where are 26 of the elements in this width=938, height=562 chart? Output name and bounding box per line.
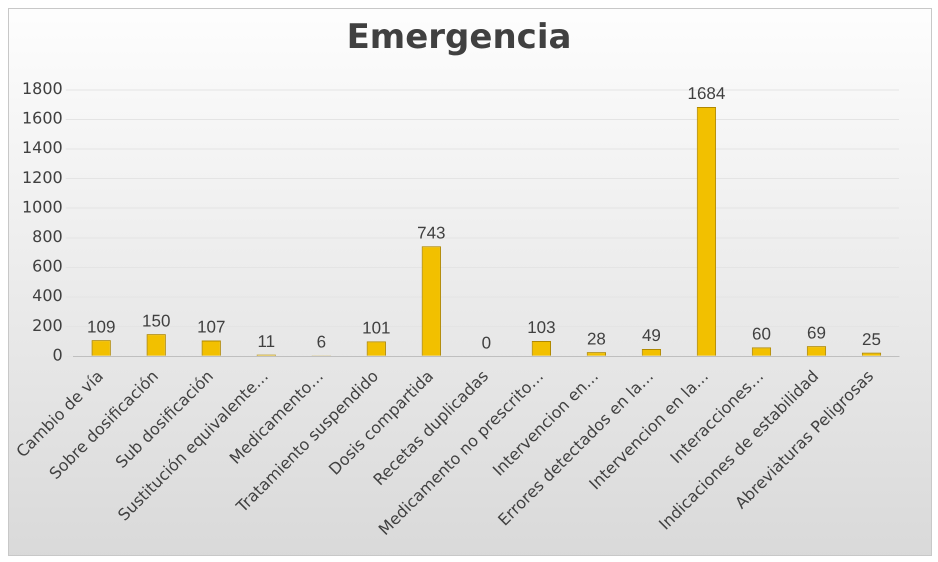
data-label: 49 [642,326,661,346]
y-tick-label: 1200 [22,168,63,187]
y-tick-label: 1800 [22,78,63,98]
data-label: 743 [417,223,446,242]
data-label: 25 [862,330,881,349]
data-label: 60 [752,324,771,344]
data-label: 0 [482,333,492,352]
chart-title: Emergencia [346,17,572,58]
data-label: 6 [316,332,326,352]
data-label: 109 [87,317,116,336]
y-tick-label: 1000 [22,197,63,216]
data-label: 150 [142,311,170,330]
y-tick-label: 600 [32,256,63,276]
y-tick-label: 1600 [22,108,63,128]
data-label: 1684 [688,84,726,104]
data-label: 28 [586,329,606,348]
data-label: 69 [807,323,826,342]
y-tick-label: 1400 [22,138,63,158]
data-label: 101 [362,318,391,338]
y-tick-label: 400 [32,286,63,306]
y-tick-label: 800 [32,227,63,246]
data-label: 11 [257,332,276,351]
data-label: 103 [527,318,556,338]
y-tick-label: 200 [32,316,63,335]
data-label: 107 [197,318,226,337]
y-tick-label: 0 [52,345,63,364]
